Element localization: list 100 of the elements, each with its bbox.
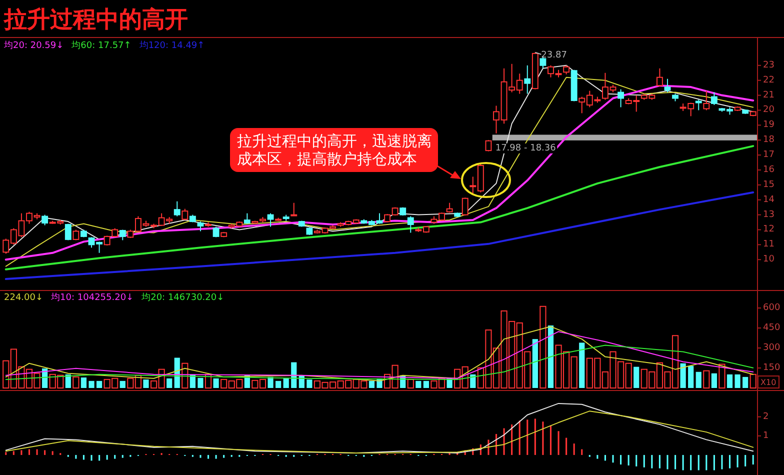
bar xyxy=(345,380,352,388)
band-label: 17.98 - 18.36 xyxy=(495,143,556,154)
bar xyxy=(88,380,94,388)
bar xyxy=(594,358,601,388)
bar xyxy=(352,378,360,388)
bar xyxy=(150,380,158,388)
bar xyxy=(548,325,554,388)
bar xyxy=(213,378,219,388)
y-tick-label: 21 xyxy=(763,90,774,100)
bar xyxy=(516,322,523,388)
bar xyxy=(368,380,375,388)
y-tick-label: 300 xyxy=(763,343,780,353)
bar xyxy=(664,371,671,388)
bar xyxy=(236,378,243,388)
bar xyxy=(143,379,149,388)
bar xyxy=(500,310,508,388)
bar xyxy=(672,335,679,388)
bar xyxy=(80,377,87,388)
annotation: 23.87 xyxy=(541,50,567,60)
bar xyxy=(268,376,274,388)
bar xyxy=(508,320,516,388)
y-tick-label: 18 xyxy=(763,135,775,146)
bar xyxy=(65,374,71,388)
bar xyxy=(322,382,328,388)
bar xyxy=(711,373,717,388)
bar xyxy=(306,379,312,388)
annotation: 拉升过程中的高开，迅速脱离成本区，提高散户持仓成本 xyxy=(237,133,432,168)
candlestick xyxy=(703,90,710,111)
bar xyxy=(656,362,664,388)
bar xyxy=(734,374,740,388)
bar xyxy=(485,330,492,388)
candlestick xyxy=(618,88,624,108)
bar xyxy=(540,306,546,388)
y-tick-label: 11 xyxy=(763,240,774,250)
bar xyxy=(416,380,422,388)
bar xyxy=(688,366,694,388)
bar xyxy=(470,374,476,388)
bar xyxy=(726,374,733,388)
candlestick xyxy=(267,212,274,228)
bar xyxy=(276,380,282,388)
candlestick xyxy=(290,202,298,216)
line-series xyxy=(5,402,754,454)
bar xyxy=(532,339,538,388)
bar xyxy=(220,378,228,388)
bar xyxy=(337,380,344,388)
bar xyxy=(360,380,368,388)
legend: 均20: 20.59↓ 均60: 17.57↑ 均120: 14.49↑ xyxy=(4,41,205,51)
candlestick xyxy=(485,140,492,152)
bar xyxy=(198,378,204,388)
bar xyxy=(634,366,640,388)
bar xyxy=(625,362,632,388)
bar xyxy=(750,374,756,388)
bar xyxy=(617,361,624,388)
y-tick-label: 450 xyxy=(763,323,780,333)
y-tick-label: 22 xyxy=(763,75,774,86)
bar xyxy=(640,368,648,388)
bar xyxy=(329,382,336,388)
y-tick-label: 10 xyxy=(763,254,775,265)
bar xyxy=(423,380,430,388)
bar xyxy=(602,371,609,388)
candlestick xyxy=(462,197,468,216)
line-series xyxy=(5,410,754,454)
bar xyxy=(2,360,10,388)
bar xyxy=(492,348,500,388)
chart-title: 拉升过程中的高开 xyxy=(3,6,188,33)
candlestick xyxy=(119,229,126,241)
y-tick-label: 14 xyxy=(763,194,775,205)
line-series xyxy=(5,344,754,380)
bar xyxy=(696,372,702,388)
bar xyxy=(555,344,562,388)
bar xyxy=(703,370,710,388)
y-tick-label: 2 xyxy=(763,412,769,422)
bar xyxy=(283,378,289,388)
y-tick-label: 15 xyxy=(763,180,774,190)
candlestick xyxy=(664,78,671,93)
note: X10 xyxy=(758,376,780,388)
bar xyxy=(586,358,593,388)
bar xyxy=(718,364,726,388)
bar xyxy=(291,362,297,388)
y-tick-label: 23 xyxy=(763,60,774,70)
bar xyxy=(524,351,531,388)
bar xyxy=(96,380,102,388)
bar xyxy=(228,380,235,388)
bar xyxy=(57,374,64,388)
bar xyxy=(112,378,118,388)
y-tick-label: 20 xyxy=(763,105,775,116)
y-tick-label: 17 xyxy=(763,150,774,160)
callout: 拉升过程中的高开，迅速脱离成本区，提高散户持仓成本 xyxy=(230,128,438,172)
bar xyxy=(563,351,570,388)
bar xyxy=(120,380,126,388)
bar xyxy=(407,378,414,388)
bar xyxy=(314,380,321,388)
bar xyxy=(610,351,616,388)
legend: 224.00↓ 均10: 104255.20↓ 均20: 146730.20↓ xyxy=(4,293,224,303)
bar xyxy=(104,378,110,388)
bar xyxy=(430,380,438,388)
bar xyxy=(49,374,56,388)
bar xyxy=(648,371,656,388)
y-tick-label: 19 xyxy=(763,120,775,130)
bar xyxy=(742,376,748,388)
